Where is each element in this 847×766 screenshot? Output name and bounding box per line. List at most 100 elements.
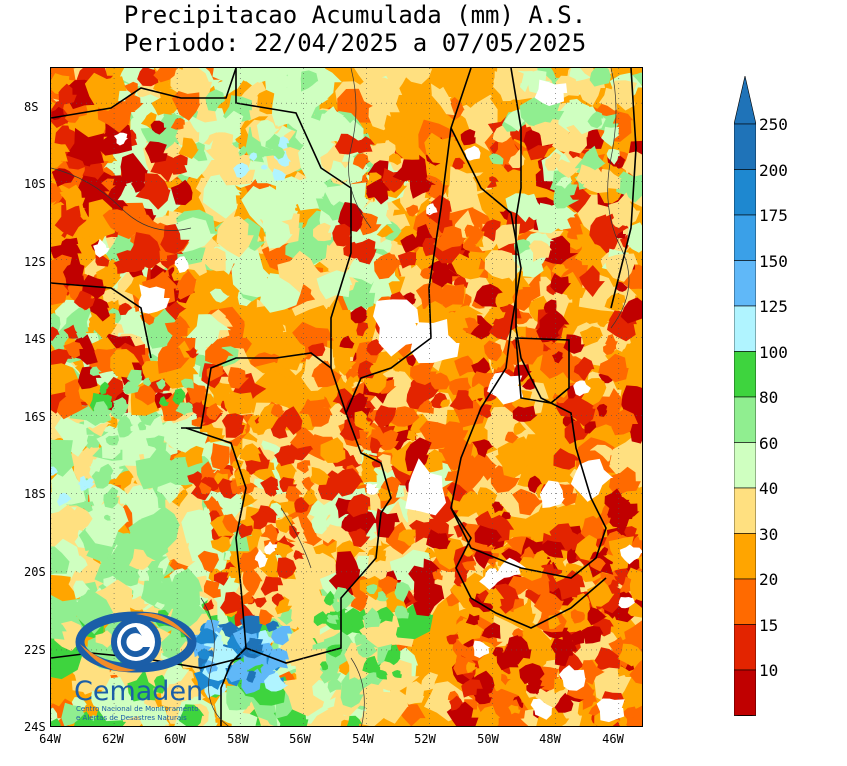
precip-cell — [566, 98, 588, 119]
precip-cell — [272, 168, 287, 181]
colorbar-arrow-top — [734, 76, 756, 125]
precip-cell — [483, 587, 505, 610]
precip-cell — [146, 712, 170, 726]
precip-cell — [619, 544, 642, 565]
precip-cell — [260, 476, 279, 497]
precip-cell — [451, 253, 485, 280]
precip-cell — [300, 70, 319, 92]
precip-cell — [554, 692, 574, 713]
precip-cell — [627, 602, 642, 618]
lon-label: 50W — [477, 732, 499, 746]
precip-cell — [354, 410, 372, 432]
precip-cell — [491, 191, 511, 212]
precip-cell — [539, 480, 565, 508]
precip-cell — [164, 315, 191, 337]
precip-cell — [137, 421, 147, 431]
precip-cell — [541, 235, 579, 265]
precip-cell — [170, 117, 185, 130]
precip-cell — [587, 578, 615, 607]
precip-cell — [244, 637, 264, 652]
precip-cell — [339, 335, 355, 349]
state-border — [220, 647, 247, 726]
precip-cell — [478, 705, 501, 726]
precip-cell — [54, 415, 94, 457]
precip-cell — [405, 204, 421, 217]
precip-cell — [276, 136, 290, 150]
precip-cell — [452, 157, 466, 170]
precip-cell — [356, 322, 369, 337]
precip-cell — [494, 583, 520, 614]
precip-cell — [144, 141, 168, 164]
precip-cell — [604, 488, 630, 514]
precip-cell — [264, 672, 289, 692]
precip-cell — [346, 677, 360, 690]
precip-cell — [249, 152, 258, 162]
precip-cell — [384, 114, 414, 148]
precip-cell — [131, 179, 149, 193]
precip-cell — [294, 497, 310, 513]
precip-cell — [308, 342, 326, 357]
precip-cell — [51, 466, 58, 476]
precip-cell — [334, 352, 357, 376]
precip-cell — [453, 275, 469, 291]
precip-cell — [228, 367, 250, 389]
river-line — [350, 657, 365, 726]
precip-cell — [270, 404, 285, 418]
precip-cell — [406, 430, 419, 442]
colorbar-label: 10 — [759, 661, 779, 680]
precip-cell — [258, 609, 275, 626]
precip-cell — [593, 655, 612, 670]
precip-cell — [210, 536, 232, 553]
precip-cell — [606, 149, 620, 165]
colorbar-segment — [734, 260, 756, 307]
precip-cell — [440, 399, 450, 408]
precip-cell — [373, 299, 425, 357]
precip-cell — [250, 509, 269, 530]
precip-cell — [231, 249, 274, 298]
precip-cell — [89, 366, 102, 376]
precip-cell — [464, 546, 475, 557]
precip-cell — [534, 79, 568, 106]
precip-cell — [381, 577, 399, 596]
precip-cell — [135, 444, 172, 490]
precip-cell — [354, 633, 368, 646]
colorbar-arrow-bottom — [734, 715, 756, 716]
precip-cell — [589, 68, 612, 87]
precip-cell — [615, 281, 629, 292]
precip-cell — [465, 613, 480, 626]
colorbar-label: 125 — [759, 297, 788, 316]
precip-cell — [84, 72, 127, 111]
precip-cell — [552, 351, 564, 364]
precip-cell — [51, 718, 61, 726]
precip-cell — [359, 212, 382, 236]
precip-cell — [170, 68, 199, 101]
precip-cell — [213, 572, 229, 586]
precip-cell — [475, 689, 493, 705]
lat-label: 8S — [24, 100, 39, 114]
precip-cell — [507, 636, 532, 659]
lon-label: 60W — [164, 732, 186, 746]
precip-cell — [129, 548, 156, 570]
precip-cell — [104, 514, 112, 521]
precip-cell — [541, 540, 566, 558]
precip-cell — [269, 362, 282, 372]
colorbar-label: 250 — [759, 115, 788, 134]
precip-cell — [99, 381, 110, 390]
precip-cell — [446, 634, 459, 645]
precip-cell — [580, 515, 605, 540]
precip-cell — [555, 176, 573, 189]
precip-cell — [618, 597, 635, 609]
precip-cell — [180, 378, 194, 389]
precip-cell — [271, 593, 285, 607]
precip-cell — [240, 591, 254, 605]
precip-cell — [474, 525, 503, 546]
precip-cell — [334, 468, 364, 497]
precip-cell — [597, 314, 610, 328]
precip-cell — [113, 132, 128, 146]
precip-cell — [617, 643, 642, 667]
precip-cell — [97, 178, 116, 196]
precip-cell — [238, 145, 248, 157]
precip-cell — [157, 344, 190, 374]
precip-cell — [51, 504, 81, 543]
precip-cell — [334, 586, 356, 609]
